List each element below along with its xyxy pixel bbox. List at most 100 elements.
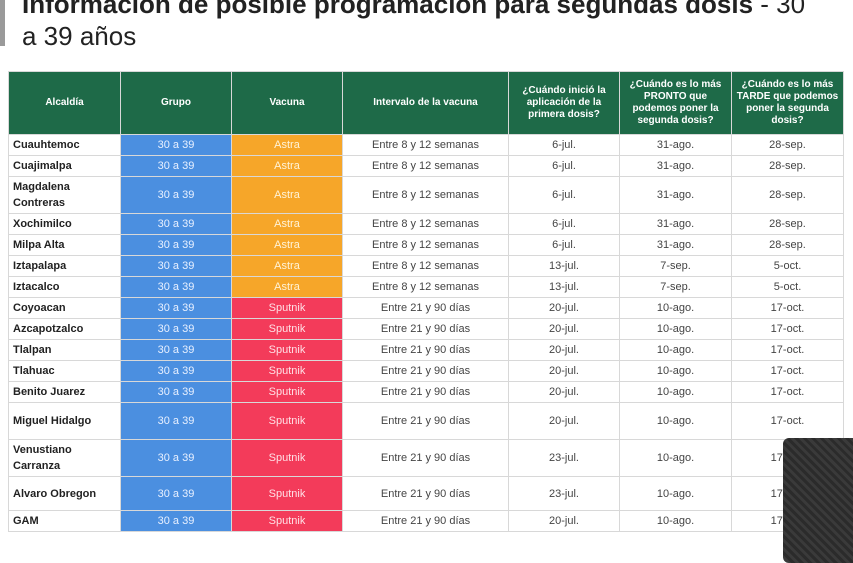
table-cell: 30 a 39: [120, 476, 232, 511]
table-cell: 7-sep.: [619, 255, 732, 277]
alcaldia-cell: Iztacalco: [8, 276, 121, 298]
table-row: Venustiano Carranza 30 a 39 Sputnik Entre 2…: [8, 439, 844, 477]
alcaldia-cell: Azcapotzalco: [8, 318, 121, 340]
table-cell: 10-ago.: [619, 297, 732, 319]
alcaldia-cell: Tlahuac: [8, 360, 121, 382]
accent-bar: [0, 0, 5, 46]
table-cell: Entre 21 y 90 días: [342, 339, 509, 361]
table-cell: 7-sep.: [619, 276, 732, 298]
column-header: Vacuna: [231, 71, 343, 135]
subtitle: - 30 a 39 años: [22, 0, 806, 51]
table-cell: 13-jul.: [508, 255, 620, 277]
table-cell: 31-ago.: [619, 176, 732, 214]
table-cell: Entre 21 y 90 días: [342, 476, 509, 511]
column-header: ¿Cuándo inició la aplicación de la prime…: [508, 71, 620, 135]
table-cell: 5-oct.: [731, 276, 844, 298]
table-cell: 30 a 39: [120, 297, 232, 319]
table-cell: 30 a 39: [120, 339, 232, 361]
alcaldia-cell: Miguel Hidalgo: [8, 402, 121, 440]
table-cell: Entre 8 y 12 semanas: [342, 255, 509, 277]
title-main: Información de posible programación para…: [22, 0, 754, 19]
table-cell: Entre 21 y 90 días: [342, 439, 509, 477]
alcaldia-cell: Coyoacan: [8, 297, 121, 319]
table-cell: 17-oct.: [731, 360, 844, 382]
table-cell: Astra: [231, 176, 343, 214]
title: Información de posible programación para…: [22, 0, 822, 52]
alcaldia-cell: Milpa Alta: [8, 234, 121, 256]
table-cell: Sputnik: [231, 439, 343, 477]
table-cell: 30 a 39: [120, 318, 232, 340]
table-cell: 30 a 39: [120, 134, 232, 156]
table-cell: Entre 8 y 12 semanas: [342, 176, 509, 214]
alcaldia-cell: Iztapalapa: [8, 255, 121, 277]
column-header: Intervalo de la vacuna: [342, 71, 509, 135]
table-cell: Entre 8 y 12 semanas: [342, 234, 509, 256]
table-cell: Sputnik: [231, 360, 343, 382]
column-header: Grupo: [120, 71, 232, 135]
table-cell: 17-oct.: [731, 402, 844, 440]
table-cell: 6-jul.: [508, 176, 620, 214]
table-cell: Astra: [231, 276, 343, 298]
table-cell: 30 a 39: [120, 176, 232, 214]
table-cell: 31-ago.: [619, 134, 732, 156]
header-row: Alcaldía Grupo Vacuna Intervalo de la vacun…: [8, 71, 844, 135]
alcaldia-cell: Xochimilco: [8, 213, 121, 235]
table-cell: Sputnik: [231, 402, 343, 440]
table-row: Iztacalco 30 a 39 Astra Entre 8 y 12 semana…: [8, 276, 844, 298]
table-cell: 17-oct.: [731, 339, 844, 361]
table-cell: Entre 21 y 90 días: [342, 510, 509, 532]
table-cell: 31-ago.: [619, 234, 732, 256]
table-cell: Entre 21 y 90 días: [342, 360, 509, 382]
table-cell: 30 a 39: [120, 439, 232, 477]
table-cell: 10-ago.: [619, 318, 732, 340]
table-cell: 20-jul.: [508, 360, 620, 382]
table-cell: 28-sep.: [731, 234, 844, 256]
table-cell: 20-jul.: [508, 510, 620, 532]
table-cell: 10-ago.: [619, 476, 732, 511]
alcaldia-cell: Alvaro Obregon: [8, 476, 121, 511]
table-cell: 10-ago.: [619, 510, 732, 532]
alcaldia-cell: GAM: [8, 510, 121, 532]
table-cell: 30 a 39: [120, 381, 232, 403]
table-cell: Astra: [231, 134, 343, 156]
table-cell: 13-jul.: [508, 276, 620, 298]
table-cell: Sputnik: [231, 476, 343, 511]
table-cell: Astra: [231, 234, 343, 256]
table-row: Azcapotzalco 30 a 39 Sputnik Entre 21 y 90 …: [8, 318, 844, 340]
table-row: Alvaro Obregon 30 a 39 Sputnik Entre 21 y 9…: [8, 476, 844, 511]
table-row: Tlahuac 30 a 39 Sputnik Entre 21 y 90 días 2…: [8, 360, 844, 382]
table-cell: 10-ago.: [619, 360, 732, 382]
table-cell: 17-oct.: [731, 318, 844, 340]
table-row: Benito Juarez 30 a 39 Sputnik Entre 21 y 90…: [8, 381, 844, 403]
table-cell: 17-oct.: [731, 297, 844, 319]
table-cell: 20-jul.: [508, 318, 620, 340]
alcaldia-cell: Magdalena Contreras: [8, 176, 121, 214]
table-row: GAM 30 a 39 Sputnik Entre 21 y 90 días 20-ju…: [8, 510, 844, 532]
table-body: Cuauhtemoc 30 a 39 Astra Entre 8 y 12 seman…: [8, 134, 844, 532]
table-cell: Entre 8 y 12 semanas: [342, 155, 509, 177]
table-cell: 10-ago.: [619, 439, 732, 477]
table-row: Xochimilco 30 a 39 Astra Entre 8 y 12 seman…: [8, 213, 844, 235]
column-header: Alcaldía: [8, 71, 121, 135]
table-row: Magdalena Contreras 30 a 39 Astra Entre 8 y…: [8, 176, 844, 214]
schedule-table: Alcaldía Grupo Vacuna Intervalo de la vacun…: [8, 71, 844, 532]
alcaldia-cell: Cuauhtemoc: [8, 134, 121, 156]
table-cell: 6-jul.: [508, 155, 620, 177]
table-cell: Entre 8 y 12 semanas: [342, 213, 509, 235]
table-cell: 17-oct.: [731, 381, 844, 403]
alcaldia-cell: Tlalpan: [8, 339, 121, 361]
table-cell: 28-sep.: [731, 176, 844, 214]
table-cell: 30 a 39: [120, 255, 232, 277]
table-cell: Sputnik: [231, 510, 343, 532]
table-cell: 6-jul.: [508, 234, 620, 256]
table-cell: 30 a 39: [120, 276, 232, 298]
table-cell: 31-ago.: [619, 213, 732, 235]
table-row: Iztapalapa 30 a 39 Astra Entre 8 y 12 seman…: [8, 255, 844, 277]
table-cell: 6-jul.: [508, 213, 620, 235]
table-cell: 20-jul.: [508, 339, 620, 361]
table-cell: Astra: [231, 255, 343, 277]
table-cell: 30 a 39: [120, 402, 232, 440]
table-cell: 28-sep.: [731, 213, 844, 235]
table-row: Cuajimalpa 30 a 39 Astra Entre 8 y 12 seman…: [8, 155, 844, 177]
